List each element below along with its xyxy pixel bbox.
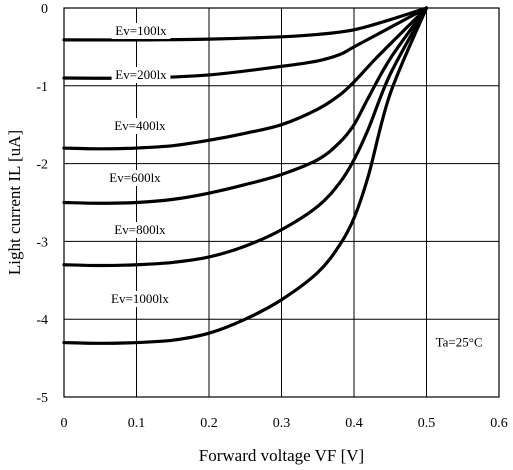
series-label-background — [107, 291, 173, 307]
series-line — [62, 6, 429, 205]
series-label-background — [111, 23, 171, 39]
series-line — [62, 6, 429, 345]
y-tick-labels: 0 -1 -2 -3 -4 -5 — [36, 2, 48, 406]
series-label: Ev=800lx — [114, 222, 166, 237]
series-line — [62, 6, 429, 151]
y-axis-title: Light current IL [uA] — [5, 130, 24, 275]
series-label: Ev=100lx — [115, 23, 167, 38]
y-tick-label: 0 — [41, 2, 48, 17]
series-label: Ev=400lx — [114, 118, 166, 133]
series-label: Ev=600lx — [109, 170, 161, 185]
series-line — [62, 6, 429, 42]
x-tick-label: 0.5 — [418, 416, 436, 431]
x-axis-title: Forward voltage VF [V] — [199, 446, 364, 465]
series-label: Ev=1000lx — [111, 291, 169, 306]
x-tick-label: 0 — [61, 416, 68, 431]
curve-labels: Ev=100lx Ev=200lx Ev=400lx Ev=600lx Ev=800lx… — [105, 23, 173, 307]
x-tick-label: 0.4 — [345, 416, 363, 431]
y-tick-label: -3 — [36, 235, 48, 250]
y-tick-label: -4 — [36, 313, 48, 328]
series-label-background — [105, 170, 165, 186]
series-label-background — [111, 67, 171, 83]
series-label-background — [110, 118, 170, 134]
x-tick-label: 0.2 — [200, 416, 218, 431]
series-line — [62, 6, 429, 268]
series-label: Ev=200lx — [115, 67, 167, 82]
y-tick-label: -2 — [36, 158, 48, 173]
series-label-background — [110, 222, 170, 238]
x-tick-label: 0.3 — [273, 416, 291, 431]
x-tick-labels: 0 0.1 0.2 0.3 0.4 0.5 0.6 — [61, 416, 508, 431]
temperature-annotation: Ta=25°C — [436, 335, 483, 350]
curves — [62, 6, 429, 345]
y-tick-label: -5 — [36, 391, 48, 406]
x-tick-label: 0.6 — [490, 416, 508, 431]
x-tick-label: 0.1 — [128, 416, 146, 431]
y-tick-label: -1 — [36, 80, 48, 95]
